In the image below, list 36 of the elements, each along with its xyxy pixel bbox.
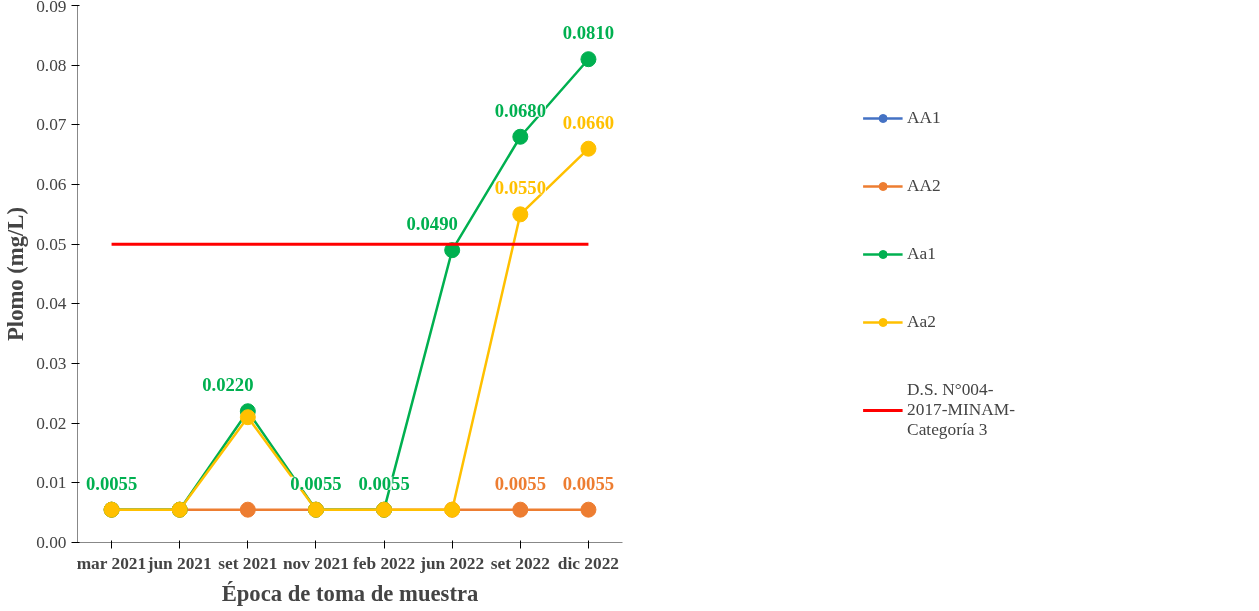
data-label: 0.0550 [494,177,546,199]
x-tick-label: set 2021 [218,553,278,573]
x-tick-label: dic 2022 [557,553,620,573]
legend-label: Aa2 [907,311,936,332]
x-tick-label: set 2022 [490,553,550,573]
x-axis-title: Época de toma de muestra [221,580,479,606]
data-label: 0.0490 [406,213,458,235]
legend-label: AA1 [907,107,941,128]
y-tick-label: 0.08 [36,55,67,75]
y-tick-label: 0.09 [36,0,67,16]
y-tick-label: 0.02 [36,413,67,433]
data-label: 0.0055 [358,472,410,494]
data-label: 0.0810 [562,22,615,44]
y-tick-label: 0.04 [36,294,67,314]
data-label: 0.0220 [202,374,254,396]
data-label: 0.0055 [562,472,615,494]
data-label: 0.0055 [494,472,546,494]
data-label: 0.0055 [85,472,138,494]
y-tick-label: 0.06 [36,175,67,194]
legend-label: D.S. N°004-2017-MINAM-Categoría 3 [907,379,1015,440]
x-tick-label: mar 2021 [76,553,147,573]
x-tick-label: jun 2022 [419,553,485,573]
y-axis-title: Plomo (mg/L) [3,206,29,342]
data-label: 0.0660 [562,111,615,133]
y-tick-label: 0.07 [36,115,67,135]
y-tick-label: 0.00 [36,533,67,552]
legend-label: Aa1 [907,243,936,264]
data-label: 0.0055 [290,472,342,494]
data-label: 0.0680 [494,99,546,121]
y-tick-label: 0.01 [36,473,67,493]
legend-label: AA2 [907,175,941,196]
x-tick-label: feb 2022 [353,553,416,573]
y-tick-label: 0.05 [36,234,67,254]
x-tick-label: jun 2021 [146,553,212,573]
y-tick-label: 0.03 [36,354,67,373]
x-tick-label: nov 2021 [282,553,349,573]
